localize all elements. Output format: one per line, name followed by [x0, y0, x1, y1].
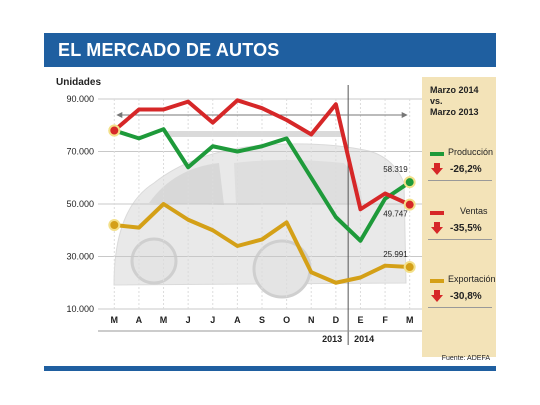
source-note: Fuente: ADEFA [441, 355, 490, 362]
x-tick-label: D [333, 315, 340, 325]
change-ventas: -35,5% [450, 223, 482, 234]
legend-label-produccion: Producción [448, 147, 494, 157]
divider [428, 180, 492, 181]
y-tick-label: 30.000 [66, 252, 94, 262]
year-label-2014: 2014 [354, 334, 374, 344]
panel-heading-line-2: vs. [430, 96, 443, 106]
legend-swatch-exportacion [430, 279, 444, 283]
series-endpoint-marker [108, 124, 121, 137]
series-line-2 [112, 202, 412, 285]
chart-title: EL MERCADO DE AUTOS [58, 40, 280, 60]
car-illustration [113, 131, 407, 299]
series-line-0 [112, 127, 412, 243]
arrow-head-left-icon [116, 112, 123, 118]
arrow-head-right-icon [401, 112, 408, 118]
panel-heading: Marzo 2014 vs. Marzo 2013 [430, 85, 479, 118]
y-axis-label: Unidades [56, 77, 102, 88]
line-chart: 90.000 70.000 50.000 30.000 10.000 M A M J J A S O N D… [66, 85, 422, 345]
change-produccion: -26,2% [450, 164, 482, 175]
down-arrow-icon [431, 163, 443, 175]
divider [428, 239, 492, 240]
x-tick-label: S [259, 315, 265, 325]
end-value-label: 49.747 [383, 210, 408, 219]
x-tick-label: A [234, 315, 241, 325]
series-endpoint-marker [108, 219, 121, 231]
x-tick-label: O [283, 315, 290, 325]
legend-label-ventas: Ventas [460, 206, 488, 216]
title-bar: EL MERCADO DE AUTOS [44, 33, 496, 67]
change-exportacion: -30,8% [450, 291, 482, 302]
comparison-panel: Marzo 2014 vs. Marzo 2013 Producción -26… [422, 77, 496, 357]
end-value-label: 58.319 [383, 165, 408, 174]
x-tick-label: M [111, 315, 119, 325]
legend-swatch-ventas [430, 211, 444, 215]
x-tick-label: J [186, 315, 191, 325]
divider [428, 307, 492, 308]
chart-frame: EL MERCADO DE AUTOS Unidades 90.000 70.00… [44, 33, 496, 371]
panel-heading-line-3: Marzo 2013 [430, 107, 479, 117]
series-endpoint-marker [403, 176, 416, 189]
legend-swatch-produccion [430, 152, 444, 156]
down-arrow-icon [431, 290, 443, 302]
panel-heading-line-1: Marzo 2014 [430, 85, 479, 95]
x-tick-label: F [382, 315, 388, 325]
year-label-2013: 2013 [322, 334, 342, 344]
bottom-bar [44, 366, 496, 371]
down-arrow-icon [431, 222, 443, 234]
y-tick-label: 70.000 [66, 147, 94, 157]
y-tick-label: 90.000 [66, 94, 94, 104]
x-tick-label: N [308, 315, 315, 325]
x-tick-label: A [136, 315, 143, 325]
x-tick-label: J [210, 315, 215, 325]
legend-label-exportacion: Exportación [448, 274, 496, 284]
series-endpoint-marker [403, 261, 416, 274]
y-tick-label: 10.000 [66, 304, 94, 314]
x-tick-label: M [406, 315, 414, 325]
x-tick-label: E [357, 315, 363, 325]
x-tick-label: M [160, 315, 168, 325]
series-endpoint-marker [403, 198, 416, 211]
y-tick-label: 50.000 [66, 199, 94, 209]
series-line-1 [112, 98, 412, 212]
end-value-label: 25.991 [383, 250, 408, 259]
